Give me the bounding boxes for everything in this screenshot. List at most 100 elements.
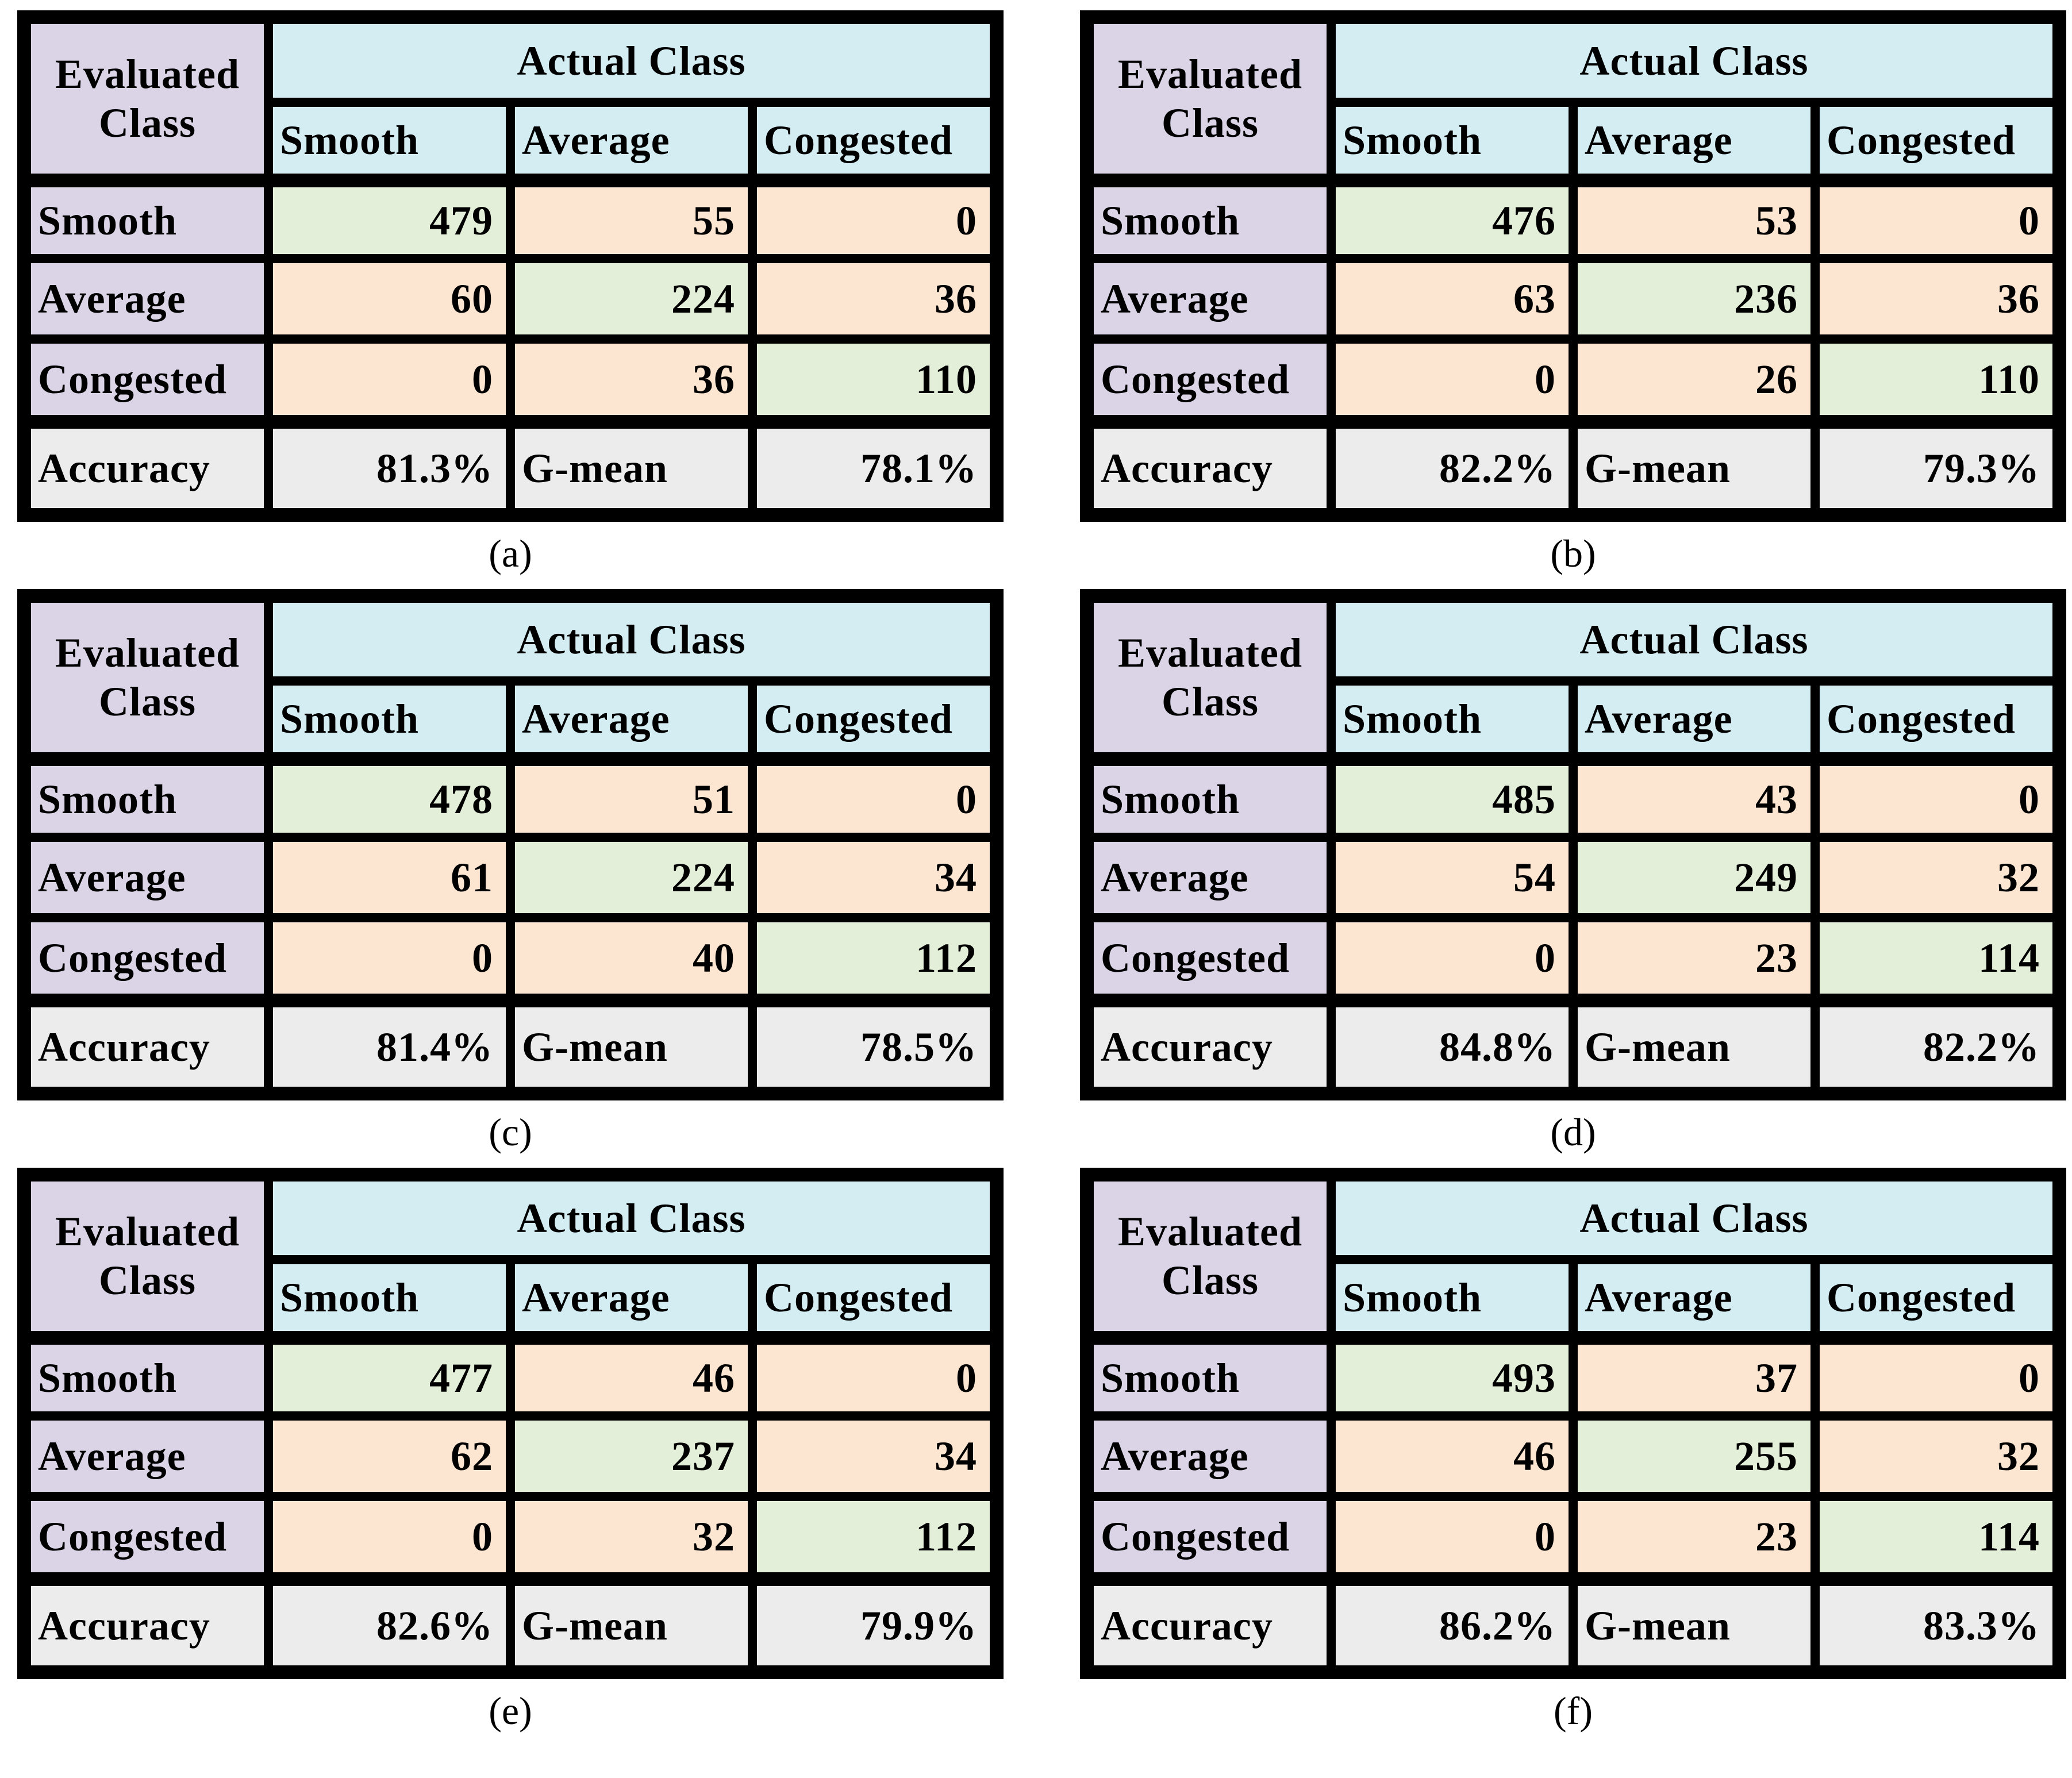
evaluated-class-label-line1: Evaluated: [1117, 1209, 1303, 1255]
actual-class-header-cell: Actual Class: [1336, 603, 2052, 676]
value-cell-smooth-average: 53: [1578, 183, 1810, 254]
evaluated-class-label-line1: Evaluated: [1117, 630, 1303, 676]
actual-class-header-cell: Actual Class: [1336, 1182, 2052, 1255]
confusion-matrix-table: Evaluated Class Actual Class Smooth Aver…: [17, 1168, 1004, 1679]
value-cell-average-average: 237: [515, 1421, 748, 1492]
value-cell-congested-average: 40: [515, 922, 748, 994]
row-label-congested: Congested: [31, 1501, 264, 1572]
evaluated-class-label-line2: Class: [98, 100, 197, 146]
confusion-matrix-block: Evaluated Class Actual Class Smooth Aver…: [1080, 1168, 2066, 1746]
row-label-average: Average: [1094, 1421, 1327, 1492]
actual-class-header-cell: Actual Class: [273, 24, 990, 98]
col-header-smooth: Smooth: [1336, 686, 1569, 752]
value-cell-average-congested: 34: [757, 842, 990, 913]
table-caption: (e): [489, 1689, 532, 1733]
col-header-average: Average: [515, 1264, 748, 1331]
evaluated-class-label-line1: Evaluated: [1117, 51, 1303, 98]
row-label-congested: Congested: [31, 922, 264, 994]
col-header-smooth: Smooth: [1336, 107, 1569, 174]
col-header-smooth: Smooth: [273, 107, 506, 174]
row-label-congested: Congested: [1094, 922, 1327, 994]
col-header-congested: Congested: [757, 107, 990, 174]
confusion-matrix-table: Evaluated Class Actual Class Smooth Aver…: [17, 589, 1004, 1100]
value-cell-average-congested: 32: [1820, 1421, 2052, 1492]
actual-class-header-cell: Actual Class: [273, 1182, 990, 1255]
row-label-average: Average: [1094, 842, 1327, 913]
col-header-congested: Congested: [1820, 686, 2052, 752]
value-cell-average-smooth: 63: [1336, 263, 1569, 334]
row-label-average: Average: [31, 1421, 264, 1492]
confusion-matrix-table: Evaluated Class Actual Class Smooth Aver…: [17, 10, 1004, 522]
value-cell-smooth-congested: 0: [757, 761, 990, 833]
confusion-matrix-block: Evaluated Class Actual Class Smooth Aver…: [17, 1168, 1004, 1746]
row-label-congested: Congested: [31, 344, 264, 415]
col-header-average: Average: [1578, 686, 1810, 752]
value-cell-average-congested: 32: [1820, 842, 2052, 913]
value-cell-smooth-average: 37: [1578, 1340, 1810, 1411]
accuracy-label-cell: Accuracy: [1094, 1003, 1327, 1087]
row-label-smooth: Smooth: [31, 1340, 264, 1411]
gmean-label-cell: G-mean: [1578, 424, 1810, 508]
value-cell-smooth-average: 43: [1578, 761, 1810, 833]
value-cell-smooth-smooth: 477: [273, 1340, 506, 1411]
evaluated-class-header-cell: Evaluated Class: [31, 1182, 264, 1331]
gmean-value-cell: 78.5%: [757, 1003, 990, 1087]
col-header-congested: Congested: [757, 686, 990, 752]
evaluated-class-label-line1: Evaluated: [55, 1209, 240, 1255]
gmean-label-cell: G-mean: [1578, 1003, 1810, 1087]
value-cell-congested-congested: 110: [757, 344, 990, 415]
value-cell-congested-average: 36: [515, 344, 748, 415]
evaluated-class-label-line2: Class: [98, 1257, 197, 1303]
col-header-smooth: Smooth: [273, 686, 506, 752]
value-cell-average-smooth: 62: [273, 1421, 506, 1492]
value-cell-smooth-congested: 0: [1820, 183, 2052, 254]
evaluated-class-header-cell: Evaluated Class: [1094, 1182, 1327, 1331]
col-header-congested: Congested: [1820, 1264, 2052, 1331]
confusion-matrix-table: Evaluated Class Actual Class Smooth Aver…: [1080, 589, 2066, 1100]
confusion-matrix-block: Evaluated Class Actual Class Smooth Aver…: [1080, 10, 2066, 589]
col-header-average: Average: [1578, 1264, 1810, 1331]
col-header-congested: Congested: [757, 1264, 990, 1331]
evaluated-class-label-line2: Class: [1161, 679, 1259, 725]
value-cell-congested-smooth: 0: [273, 922, 506, 994]
evaluated-class-header-cell: Evaluated Class: [1094, 603, 1327, 752]
value-cell-congested-average: 26: [1578, 344, 1810, 415]
table-caption: (c): [489, 1110, 532, 1154]
accuracy-value-cell: 82.2%: [1336, 424, 1569, 508]
value-cell-average-congested: 34: [757, 1421, 990, 1492]
gmean-value-cell: 78.1%: [757, 424, 990, 508]
value-cell-average-average: 249: [1578, 842, 1810, 913]
evaluated-class-header-cell: Evaluated Class: [31, 603, 264, 752]
confusion-matrix-table: Evaluated Class Actual Class Smooth Aver…: [1080, 10, 2066, 522]
value-cell-smooth-average: 46: [515, 1340, 748, 1411]
confusion-matrix-block: Evaluated Class Actual Class Smooth Aver…: [1080, 589, 2066, 1168]
value-cell-average-average: 224: [515, 842, 748, 913]
gmean-label-cell: G-mean: [515, 424, 748, 508]
accuracy-value-cell: 81.4%: [273, 1003, 506, 1087]
row-label-smooth: Smooth: [31, 183, 264, 254]
value-cell-congested-congested: 112: [757, 1501, 990, 1572]
row-label-average: Average: [1094, 263, 1327, 334]
value-cell-smooth-average: 55: [515, 183, 748, 254]
accuracy-label-cell: Accuracy: [1094, 424, 1327, 508]
value-cell-average-congested: 36: [757, 263, 990, 334]
evaluated-class-header-cell: Evaluated Class: [1094, 24, 1327, 174]
value-cell-smooth-congested: 0: [757, 1340, 990, 1411]
row-label-smooth: Smooth: [31, 761, 264, 833]
value-cell-congested-smooth: 0: [273, 1501, 506, 1572]
table-caption: (b): [1550, 532, 1596, 575]
value-cell-congested-smooth: 0: [1336, 922, 1569, 994]
value-cell-average-smooth: 60: [273, 263, 506, 334]
accuracy-label-cell: Accuracy: [31, 1003, 264, 1087]
value-cell-congested-congested: 110: [1820, 344, 2052, 415]
gmean-label-cell: G-mean: [515, 1581, 748, 1665]
table-caption: (f): [1554, 1689, 1593, 1733]
col-header-average: Average: [515, 686, 748, 752]
value-cell-congested-smooth: 0: [1336, 1501, 1569, 1572]
value-cell-congested-average: 23: [1578, 922, 1810, 994]
gmean-value-cell: 82.2%: [1820, 1003, 2052, 1087]
row-label-average: Average: [31, 263, 264, 334]
accuracy-value-cell: 81.3%: [273, 424, 506, 508]
value-cell-smooth-average: 51: [515, 761, 748, 833]
